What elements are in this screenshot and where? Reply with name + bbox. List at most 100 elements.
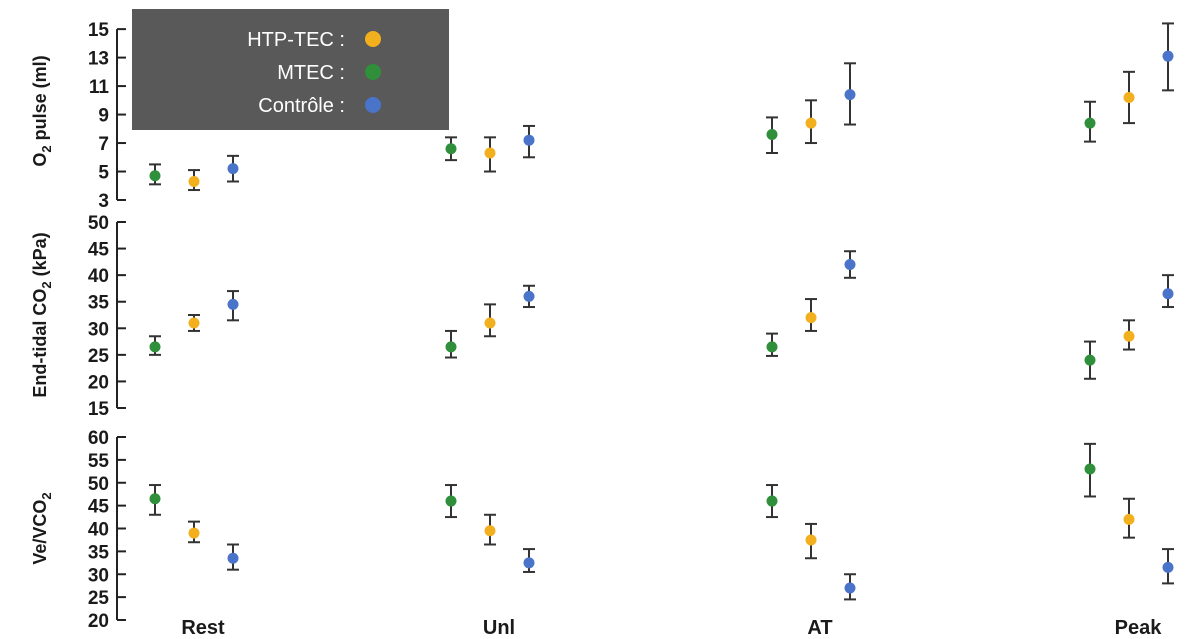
marker-htptec: [805, 117, 817, 129]
marker-contrle: [227, 163, 239, 175]
marker-contrle: [523, 134, 535, 146]
marker-mtec: [1084, 463, 1096, 475]
legend-marker: [365, 64, 381, 80]
marker-mtec: [1084, 354, 1096, 366]
data-point: [1162, 22, 1174, 92]
y-tick-label: 25: [88, 346, 110, 367]
marker-mtec: [445, 341, 457, 353]
y-tick-label: 50: [88, 474, 109, 495]
data-point: [1084, 442, 1096, 498]
marker-htptec: [805, 534, 817, 546]
marker-htptec: [188, 527, 200, 539]
y-tick-label: 3: [98, 191, 109, 212]
y-tick-label: 15: [88, 399, 110, 420]
marker-htptec: [1123, 513, 1135, 525]
marker-mtec: [1084, 117, 1096, 129]
data-point: [445, 329, 457, 359]
marker-mtec: [149, 170, 161, 182]
marker-htptec: [188, 317, 200, 329]
y-axis-label: End-tidal CO2 (kPa): [30, 232, 54, 397]
x-axis-categories: Rest Unl AT Peak: [181, 617, 1162, 639]
y-axis-label: Ve/VCO2: [30, 492, 54, 564]
marker-htptec: [1123, 91, 1135, 103]
marker-mtec: [445, 495, 457, 507]
marker-mtec: [149, 493, 161, 505]
y-tick-label: 30: [88, 319, 109, 340]
data-point: [1162, 548, 1174, 585]
marker-mtec: [149, 341, 161, 353]
marker-contrle: [844, 259, 856, 271]
data-point: [188, 169, 200, 192]
marker-htptec: [805, 312, 817, 324]
data-point: [844, 62, 856, 126]
data-point: [484, 303, 496, 338]
marker-contrle: [844, 582, 856, 594]
y-tick-label: 45: [88, 240, 110, 261]
data-point: [1123, 497, 1135, 539]
panel-1: 3 5 7 9 11 13 15 O2 pulse (ml): [30, 20, 1174, 212]
y-tick-label: 50: [88, 213, 109, 234]
y-tick-label: 55: [88, 451, 110, 472]
y-tick-label: 30: [88, 565, 109, 586]
y-tick-label: 7: [98, 134, 109, 155]
y-tick-label: 20: [88, 372, 109, 393]
y-axis-label: O2 pulse (ml): [30, 55, 54, 166]
y-tick-label: 35: [88, 542, 110, 563]
data-point: [805, 522, 817, 560]
y-tick-label: 45: [88, 497, 110, 518]
data-point: [805, 99, 817, 145]
marker-contrle: [844, 89, 856, 101]
legend-marker: [365, 97, 381, 113]
marker-htptec: [1123, 330, 1135, 342]
data-point: [844, 250, 856, 279]
data-point: [227, 154, 239, 183]
marker-mtec: [766, 341, 778, 353]
data-point: [523, 124, 535, 159]
marker-mtec: [445, 143, 457, 155]
data-point: [227, 290, 239, 322]
marker-mtec: [766, 128, 778, 140]
marker-contrle: [1162, 50, 1174, 62]
y-tick-label: 9: [98, 106, 109, 127]
data-point: [149, 163, 161, 186]
y-tick-label: 25: [88, 588, 110, 609]
data-point: [484, 513, 496, 546]
data-point: [188, 314, 200, 332]
marker-contrle: [227, 298, 239, 310]
y-tick-label: 60: [88, 428, 109, 449]
data-point: [523, 284, 535, 309]
marker-contrle: [227, 552, 239, 564]
y-tick-label: 11: [89, 77, 110, 98]
x-category-label: Rest: [181, 617, 225, 639]
data-point: [766, 484, 778, 519]
data-point: [523, 548, 535, 573]
y-tick-label: 40: [88, 520, 109, 541]
y-tick-label: 15: [88, 20, 110, 41]
x-category-label: AT: [807, 617, 832, 639]
data-point: [149, 335, 161, 356]
marker-contrle: [523, 290, 535, 302]
marker-htptec: [484, 147, 496, 159]
data-point: [1084, 100, 1096, 143]
y-tick-label: 20: [88, 611, 109, 632]
marker-contrle: [523, 557, 535, 569]
legend-label: MTEC :: [277, 62, 345, 84]
data-point: [766, 116, 778, 155]
marker-htptec: [484, 317, 496, 329]
x-category-label: Peak: [1115, 617, 1163, 639]
data-point: [445, 484, 457, 519]
data-point: [1084, 340, 1096, 380]
legend-marker: [365, 31, 381, 47]
panel-2: 15 20 25 30 35 40 45 50 End-tidal CO2 (kPa): [30, 213, 1174, 420]
data-point: [484, 136, 496, 173]
marker-mtec: [766, 495, 778, 507]
y-tick-label: 35: [88, 293, 110, 314]
x-category-label: Unl: [483, 617, 515, 639]
marker-htptec: [188, 175, 200, 187]
data-point: [844, 573, 856, 601]
data-point: [445, 136, 457, 162]
data-point: [1123, 70, 1135, 125]
